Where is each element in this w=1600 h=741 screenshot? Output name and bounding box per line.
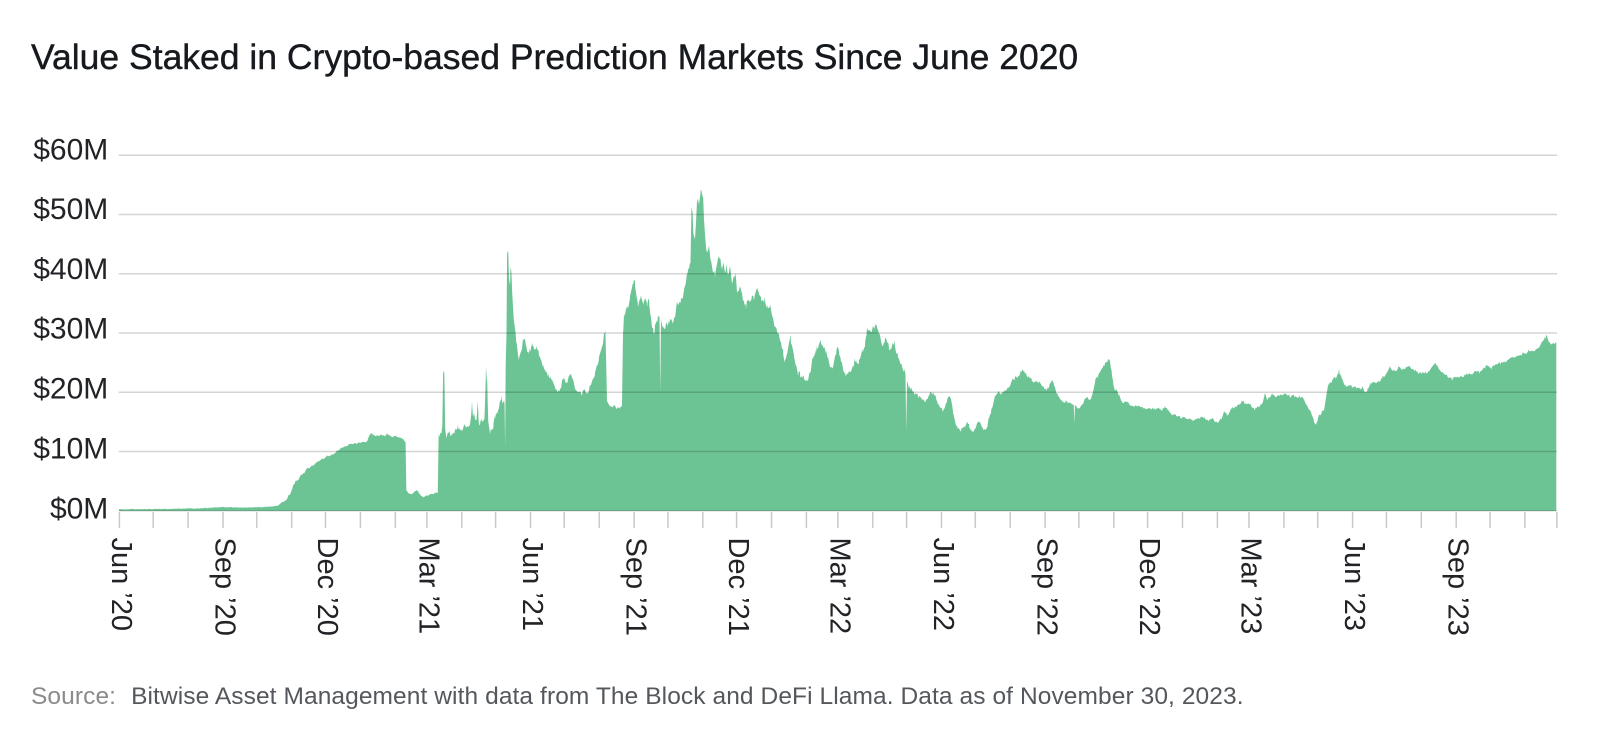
svg-text:Jun ’22: Jun ’22 xyxy=(927,538,959,632)
svg-text:Sep ’23: Sep ’23 xyxy=(1442,538,1474,636)
svg-text:$50M: $50M xyxy=(33,193,108,226)
svg-text:$30M: $30M xyxy=(33,312,108,345)
svg-text:Jun ’20: Jun ’20 xyxy=(105,538,137,632)
svg-text:Dec ’21: Dec ’21 xyxy=(722,538,754,636)
svg-text:$10M: $10M xyxy=(33,432,108,465)
svg-text:Mar ’21: Mar ’21 xyxy=(412,538,444,635)
svg-text:Mar ’23: Mar ’23 xyxy=(1235,538,1267,635)
svg-text:$40M: $40M xyxy=(33,253,108,286)
svg-text:Dec ’22: Dec ’22 xyxy=(1133,538,1165,636)
svg-text:Sep ’21: Sep ’21 xyxy=(620,538,652,636)
svg-text:$60M: $60M xyxy=(33,134,108,167)
svg-text:Jun ’21: Jun ’21 xyxy=(516,538,548,632)
svg-text:Mar ’22: Mar ’22 xyxy=(823,538,855,635)
svg-text:$20M: $20M xyxy=(33,372,108,405)
svg-text:Dec ’20: Dec ’20 xyxy=(311,538,343,636)
svg-text:Jun ’23: Jun ’23 xyxy=(1338,538,1370,632)
svg-text:Sep ’22: Sep ’22 xyxy=(1031,538,1063,636)
svg-text:$0M: $0M xyxy=(50,493,108,526)
svg-text:Sep ’20: Sep ’20 xyxy=(209,538,241,636)
